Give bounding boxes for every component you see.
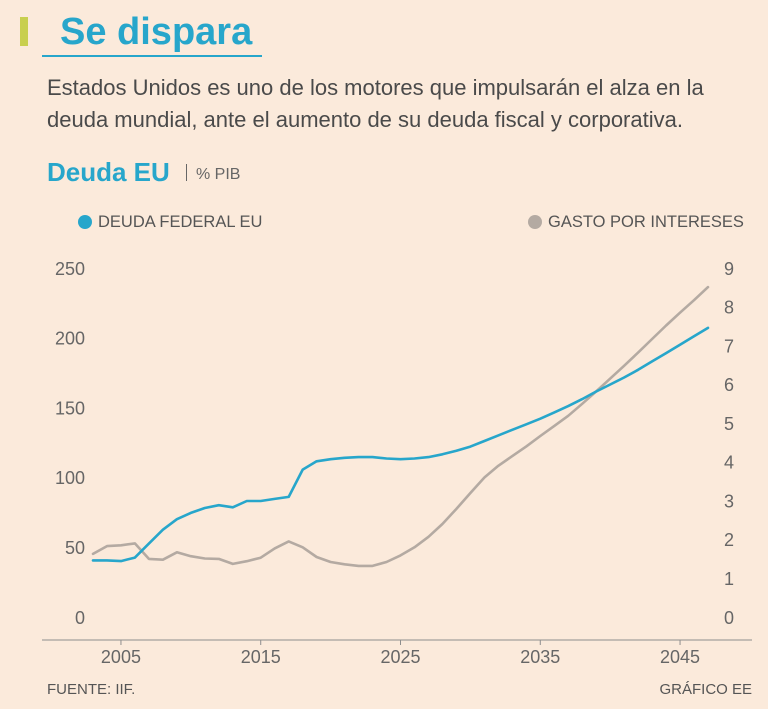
y-left-tick-label: 150 — [55, 398, 85, 418]
page-title: Se dispara — [60, 11, 253, 53]
subtitle-line-1: Estados Unidos es uno de los motores que… — [47, 75, 704, 100]
source-note: FUENTE: IIF. — [47, 681, 136, 698]
subtitle: Estados Unidos es uno de los motores que… — [47, 72, 704, 136]
y-right-tick-label: 8 — [724, 298, 734, 318]
y-right-tick-label: 9 — [724, 259, 734, 279]
x-tick-label: 2015 — [241, 647, 281, 667]
series-line-gasto-por-intereses — [91, 285, 710, 568]
unit-divider — [186, 164, 187, 181]
y-left-tick-label: 100 — [55, 468, 85, 488]
x-tick-label: 2005 — [101, 647, 141, 667]
y-left-tick-label: 250 — [55, 259, 85, 279]
x-tick-label: 2035 — [520, 647, 560, 667]
y-right-tick-label: 5 — [724, 414, 734, 434]
x-tick-label: 2025 — [380, 647, 420, 667]
y-left-tick-label: 200 — [55, 329, 85, 349]
legend-label: DEUDA FEDERAL EU — [98, 213, 263, 231]
y-right-tick-label: 1 — [724, 569, 734, 589]
title-accent-bar — [20, 17, 28, 46]
y-right-tick-label: 3 — [724, 491, 734, 511]
y-left-tick-label: 0 — [75, 608, 85, 628]
y-right-tick-label: 6 — [724, 375, 734, 395]
chart-title: Deuda EU — [47, 157, 170, 187]
legend-item-deuda-federal-eu: DEUDA FEDERAL EU — [78, 212, 262, 232]
y-right-tick-label: 2 — [724, 530, 734, 550]
y-right-tick-label: 7 — [724, 336, 734, 356]
legend-label: GASTO POR INTERESES — [548, 213, 744, 231]
chart-unit: % PIB — [196, 166, 241, 183]
legend-dot-icon — [78, 215, 92, 229]
y-right-tick-label: 0 — [724, 608, 734, 628]
x-tick-label: 2045 — [660, 647, 700, 667]
title-underline — [42, 55, 262, 57]
y-right-tick-label: 4 — [724, 453, 734, 473]
legend-item-gasto-por-intereses: GASTO POR INTERESES — [528, 212, 744, 232]
legend-dot-icon — [528, 215, 542, 229]
subtitle-line-2: deuda mundial, ante el aumento de su deu… — [47, 107, 683, 132]
y-left-tick-label: 50 — [65, 538, 85, 558]
series-line-deuda-federal-eu — [91, 326, 710, 563]
graphic-credit: GRÁFICO EE — [659, 681, 752, 698]
